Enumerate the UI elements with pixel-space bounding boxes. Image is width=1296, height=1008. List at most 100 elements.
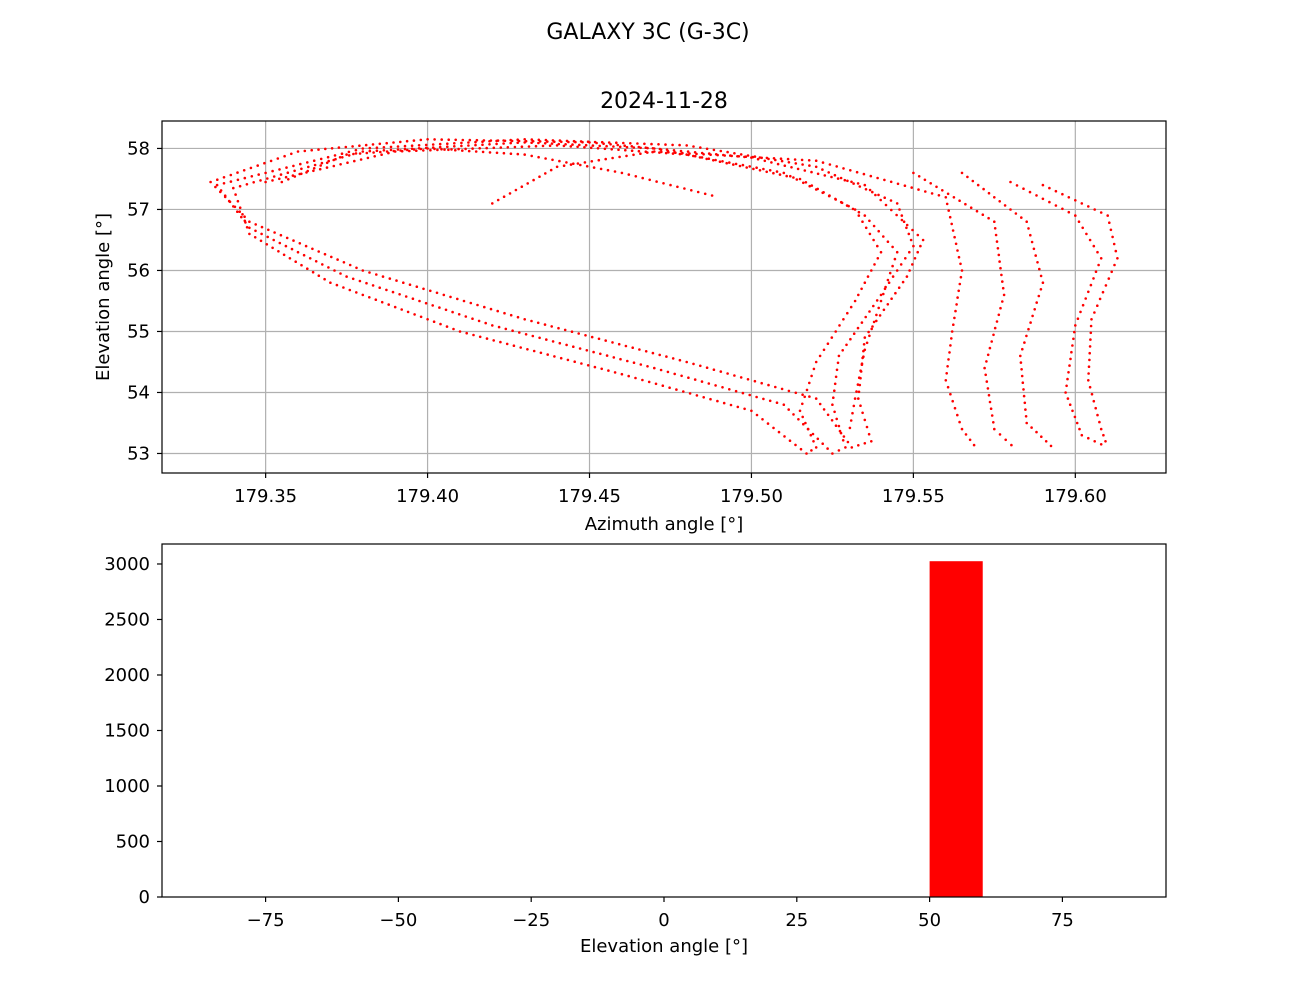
scatter-point (661, 384, 665, 388)
scatter-point (762, 167, 765, 171)
scatter-point (993, 326, 997, 330)
scatter-point (593, 140, 597, 144)
scatter-point (859, 404, 862, 408)
scatter-point (783, 164, 787, 167)
scatter-x-ticks: 179.35 179.40 179.45 179.50 179.55 179.60 (234, 473, 1107, 507)
scatter-point (609, 143, 612, 146)
scatter-point (639, 152, 642, 155)
scatter-point (597, 158, 601, 162)
scatter-point (726, 372, 729, 375)
scatter-point (972, 443, 976, 447)
scatter-point (607, 369, 610, 372)
scatter-point (1048, 186, 1051, 190)
scatter-point (368, 149, 372, 153)
scatter-point (444, 308, 448, 312)
scatter-point (1002, 293, 1006, 297)
scatter-point (1021, 347, 1024, 351)
scatter-point (445, 325, 449, 328)
scatter-point (1088, 345, 1092, 348)
scatter-point (1009, 180, 1012, 184)
scatter-point (909, 238, 913, 242)
scatter-point (903, 184, 907, 187)
scatter-point (523, 141, 526, 144)
scatter-x-tick-label: 179.40 (396, 486, 459, 507)
scatter-point (503, 311, 506, 315)
scatter-point (839, 431, 843, 435)
scatter-point (468, 138, 472, 142)
scatter-point (531, 334, 535, 338)
scatter-point (1068, 364, 1071, 367)
scatter-point (849, 305, 853, 309)
scatter-point (650, 142, 653, 146)
scatter-point (941, 189, 944, 192)
scatter-point (989, 407, 993, 411)
scatter-point (504, 327, 508, 331)
scatter-point (671, 357, 675, 360)
scatter-point (955, 303, 958, 306)
scatter-point (418, 299, 421, 303)
scatter-point (371, 284, 375, 287)
scatter-point (921, 238, 925, 242)
scatter-point (1112, 242, 1116, 246)
scatter-point (789, 174, 792, 178)
scatter-point (988, 400, 992, 404)
scatter-point (630, 149, 634, 152)
scatter-point (870, 269, 873, 272)
scatter-point (794, 162, 798, 165)
scatter-point (593, 365, 597, 369)
scatter-point (651, 351, 655, 355)
scatter-point (1067, 371, 1070, 374)
scatter-point (779, 157, 783, 160)
scatter-point (516, 138, 519, 141)
scatter-point (453, 142, 456, 145)
scatter-point (828, 163, 832, 166)
scatter-point (987, 191, 991, 195)
scatter-point (733, 374, 736, 377)
scatter-point (872, 304, 875, 308)
histogram-bar (929, 561, 983, 897)
scatter-point (290, 247, 294, 251)
scatter-point (607, 141, 611, 144)
scatter-point (683, 187, 686, 190)
scatter-point (853, 208, 857, 211)
scatter-point (845, 343, 848, 347)
scatter-point (348, 263, 352, 267)
scatter-point (1001, 286, 1005, 290)
scatter-point (250, 175, 254, 178)
scatter-point (969, 206, 973, 209)
scatter-point (1035, 430, 1038, 434)
scatter-point (426, 147, 429, 150)
scatter-point (786, 157, 790, 161)
scatter-point (891, 275, 895, 278)
scatter-point (710, 194, 714, 197)
scatter-point (440, 138, 444, 141)
scatter-point (712, 368, 716, 372)
scatter-point (905, 226, 908, 230)
scatter-point (862, 355, 865, 359)
scatter-point (532, 178, 535, 182)
scatter-point (797, 418, 800, 421)
scatter-point (492, 146, 496, 150)
scatter-point (478, 335, 482, 339)
scatter-point (659, 148, 663, 151)
scatter-point (410, 147, 414, 150)
scatter-point (229, 173, 233, 177)
scatter-point (551, 139, 555, 142)
scatter-title: 2024-11-28 (600, 89, 728, 114)
scatter-point (999, 306, 1002, 310)
scatter-point (1098, 297, 1102, 301)
scatter-point (948, 351, 951, 354)
scatter-point (803, 395, 806, 399)
scatter-point (798, 177, 802, 181)
scatter-point (986, 387, 990, 390)
scatter-point (753, 379, 757, 383)
scatter-point (863, 348, 867, 352)
scatter-point (622, 141, 625, 145)
scatter-point (572, 345, 575, 349)
scatter-point (876, 257, 880, 260)
scatter-point (746, 378, 750, 381)
scatter-point (319, 157, 323, 161)
scatter-point (806, 427, 810, 431)
scatter-point (323, 277, 326, 281)
scatter-point (530, 141, 533, 144)
